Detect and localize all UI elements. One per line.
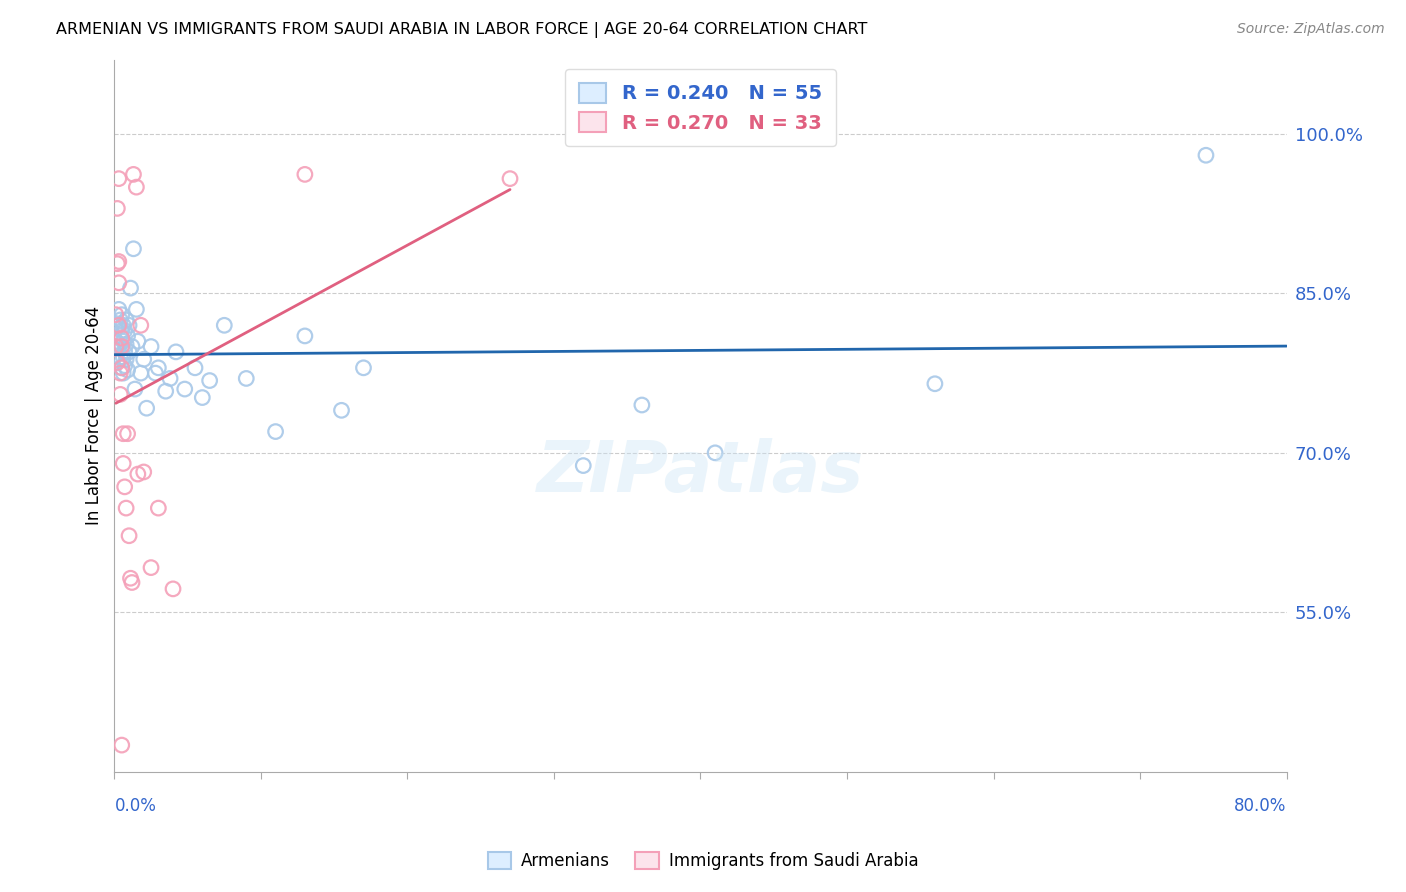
Point [117,426,139,441]
Point [114,359,136,373]
Point [572,458,595,473]
Point [184,360,207,375]
Point [118,344,141,359]
Point [104,308,127,322]
Text: ZIPatlas: ZIPatlas [537,438,865,507]
Point [115,352,138,367]
Point [155,384,177,399]
Point [120,571,142,585]
Point [135,401,157,416]
Point [132,465,155,479]
Point [112,350,135,364]
Point [110,329,132,343]
Point [145,366,167,380]
Point [198,374,221,388]
Text: 80.0%: 80.0% [1234,797,1286,814]
Point [120,281,142,295]
Point [112,366,135,380]
Point [114,480,136,494]
Point [117,363,139,377]
Point [191,391,214,405]
Point [353,360,375,375]
Point [235,371,257,385]
Point [107,302,129,317]
Point [214,318,236,333]
Point [111,324,134,338]
Point [631,398,654,412]
Point [125,302,148,317]
Point [110,387,132,401]
Point [330,403,353,417]
Point [117,329,139,343]
Point [112,334,135,349]
Point [127,334,149,349]
Point [115,337,138,351]
Point [159,371,181,385]
Point [139,340,162,354]
Point [139,560,162,574]
Point [105,202,128,216]
Point [162,582,184,596]
Text: ARMENIAN VS IMMIGRANTS FROM SAUDI ARABIA IN LABOR FORCE | AGE 20-64 CORRELATION : ARMENIAN VS IMMIGRANTS FROM SAUDI ARABIA… [56,22,868,38]
Point [114,344,136,359]
Text: 0.0%: 0.0% [114,797,156,814]
Point [107,254,129,268]
Point [107,171,129,186]
Point [111,360,134,375]
Point [294,167,316,181]
Point [127,467,149,481]
Point [173,382,195,396]
Point [122,242,145,256]
Point [110,313,132,327]
Point [704,446,727,460]
Point [264,425,287,439]
Point [111,331,134,345]
Point [111,360,134,375]
Text: Source: ZipAtlas.com: Source: ZipAtlas.com [1237,22,1385,37]
Legend: Armenians, Immigrants from Saudi Arabia: Armenians, Immigrants from Saudi Arabia [481,845,925,877]
Point [105,355,128,369]
Point [115,313,138,327]
Point [107,276,129,290]
Point [111,340,134,354]
Point [107,340,129,354]
Point [121,575,143,590]
Point [499,171,522,186]
Point [107,318,129,333]
Point [112,457,135,471]
Point [105,318,128,333]
Point [121,340,143,354]
Point [1195,148,1218,162]
Point [110,366,132,380]
Legend: R = 0.240   N = 55, R = 0.270   N = 33: R = 0.240 N = 55, R = 0.270 N = 33 [565,70,835,146]
Point [125,180,148,194]
Point [114,324,136,338]
Point [118,318,141,333]
Point [115,501,138,516]
Point [122,167,145,181]
Point [111,738,134,752]
Point [165,344,187,359]
Point [148,360,170,375]
Point [111,308,134,322]
Point [110,350,132,364]
Point [129,318,152,333]
Point [132,352,155,367]
Point [294,329,316,343]
Point [104,340,127,354]
Point [112,426,135,441]
Point [118,529,141,543]
Point [112,318,135,333]
Point [129,366,152,380]
Point [148,501,170,516]
Point [105,257,128,271]
Point [104,334,127,349]
Point [111,340,134,354]
Y-axis label: In Labor Force | Age 20-64: In Labor Force | Age 20-64 [86,306,103,525]
Point [124,382,146,396]
Point [924,376,946,391]
